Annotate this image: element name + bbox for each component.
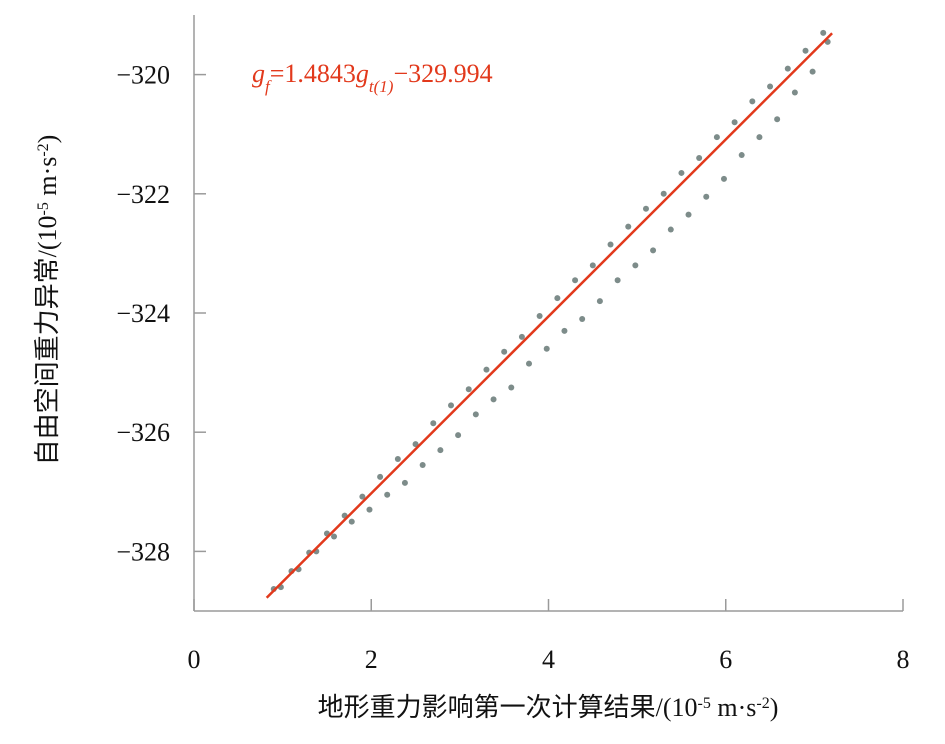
- xlabel-part: m·s: [711, 693, 757, 722]
- scatter-point: [738, 152, 745, 159]
- scatter-point: [412, 441, 419, 448]
- scatter-point: [809, 68, 816, 75]
- x-tick-label: 6: [719, 645, 732, 674]
- scatter-point: [501, 348, 508, 355]
- scatter-point: [802, 47, 809, 54]
- scatter-point: [703, 193, 710, 200]
- fit-line: [265, 32, 833, 599]
- scatter-point: [713, 134, 720, 141]
- scatter-point: [767, 83, 774, 90]
- scatter-point: [784, 65, 791, 72]
- scatter-point: [774, 116, 781, 123]
- scatter-point: [678, 169, 685, 176]
- scatter-point: [685, 211, 692, 218]
- xlabel-part: 地形重力影响第一次计算结果/(10: [318, 693, 698, 722]
- xlabel-part: ): [770, 693, 779, 722]
- ylabel-part: m·s: [33, 157, 62, 203]
- annotation-part: =1.4843: [270, 59, 356, 88]
- y-tick-label: −328: [116, 537, 170, 566]
- scatter-point: [401, 479, 408, 486]
- scatter-point: [483, 366, 490, 373]
- scatter-point: [589, 262, 596, 269]
- scatter-point: [579, 315, 586, 322]
- scatter-point: [448, 402, 455, 409]
- ylabel-part: -2: [35, 143, 52, 156]
- scatter-point: [331, 533, 338, 540]
- scatter-point: [642, 205, 649, 212]
- xlabel-part: -5: [698, 695, 711, 712]
- scatter-point: [526, 360, 533, 367]
- scatter-point: [625, 223, 632, 230]
- scatter-point: [596, 298, 603, 305]
- scatter-point: [614, 277, 621, 284]
- y-tick-label: −326: [116, 418, 170, 447]
- scatter-point: [490, 396, 497, 403]
- x-tick-label: 4: [542, 645, 555, 674]
- scatter-point: [650, 247, 657, 254]
- ylabel-part: -5: [35, 202, 52, 215]
- scatter-point: [536, 312, 543, 319]
- scatter-point: [366, 506, 373, 513]
- scatter-point: [377, 473, 384, 480]
- annotation-part: g: [356, 59, 369, 88]
- x-axis-title: 地形重力影响第一次计算结果/(10-5 m·s-2): [318, 693, 779, 722]
- scatter-point: [508, 384, 515, 391]
- scatter-point: [419, 461, 426, 468]
- scatter-point: [430, 420, 437, 427]
- scatter-point: [465, 386, 472, 393]
- x-tick-label: 8: [897, 645, 910, 674]
- y-tick-label: −324: [116, 299, 170, 328]
- annotation-part: −329.994: [393, 59, 492, 88]
- scatter-point: [561, 327, 568, 334]
- scatter-point: [348, 518, 355, 525]
- scatter-point: [696, 155, 703, 162]
- scatter-point: [572, 277, 579, 284]
- scatter-point: [607, 241, 614, 248]
- scatter-point: [437, 447, 444, 454]
- scatter-point: [394, 456, 401, 463]
- scatter-point: [660, 190, 667, 197]
- scatter-point: [472, 411, 479, 418]
- scatter-point: [384, 491, 391, 498]
- scatter-point: [554, 295, 561, 302]
- scatter-point: [359, 493, 366, 500]
- y-tick-label: −320: [116, 61, 170, 90]
- ylabel-part: ): [33, 135, 62, 144]
- ylabel-part: 自由空间重力异常/(10: [33, 215, 62, 465]
- x-tick-label: 2: [365, 645, 378, 674]
- scatter-point: [791, 89, 798, 96]
- annotation-part: g: [252, 59, 265, 88]
- scatter-point: [632, 262, 639, 269]
- x-tick-label: 0: [188, 645, 201, 674]
- scatter-point: [543, 345, 550, 352]
- scatter-point: [518, 333, 525, 340]
- scatter-point: [720, 175, 727, 182]
- scatter-point: [749, 98, 756, 105]
- fit-equation: gf=1.4843gt(1)−329.994: [252, 59, 493, 96]
- scatter-point: [667, 226, 674, 233]
- xlabel-part: -2: [756, 695, 769, 712]
- scatter-point: [455, 432, 462, 439]
- scatter-point: [756, 134, 763, 141]
- annotation-part: f: [265, 77, 272, 96]
- annotation-part: t(1): [369, 77, 394, 96]
- scatter-point: [820, 29, 827, 36]
- scatter-point: [731, 119, 738, 126]
- y-axis-title: 自由空间重力异常/(10-5 m·s-2): [33, 135, 62, 466]
- y-tick-label: −322: [116, 180, 170, 209]
